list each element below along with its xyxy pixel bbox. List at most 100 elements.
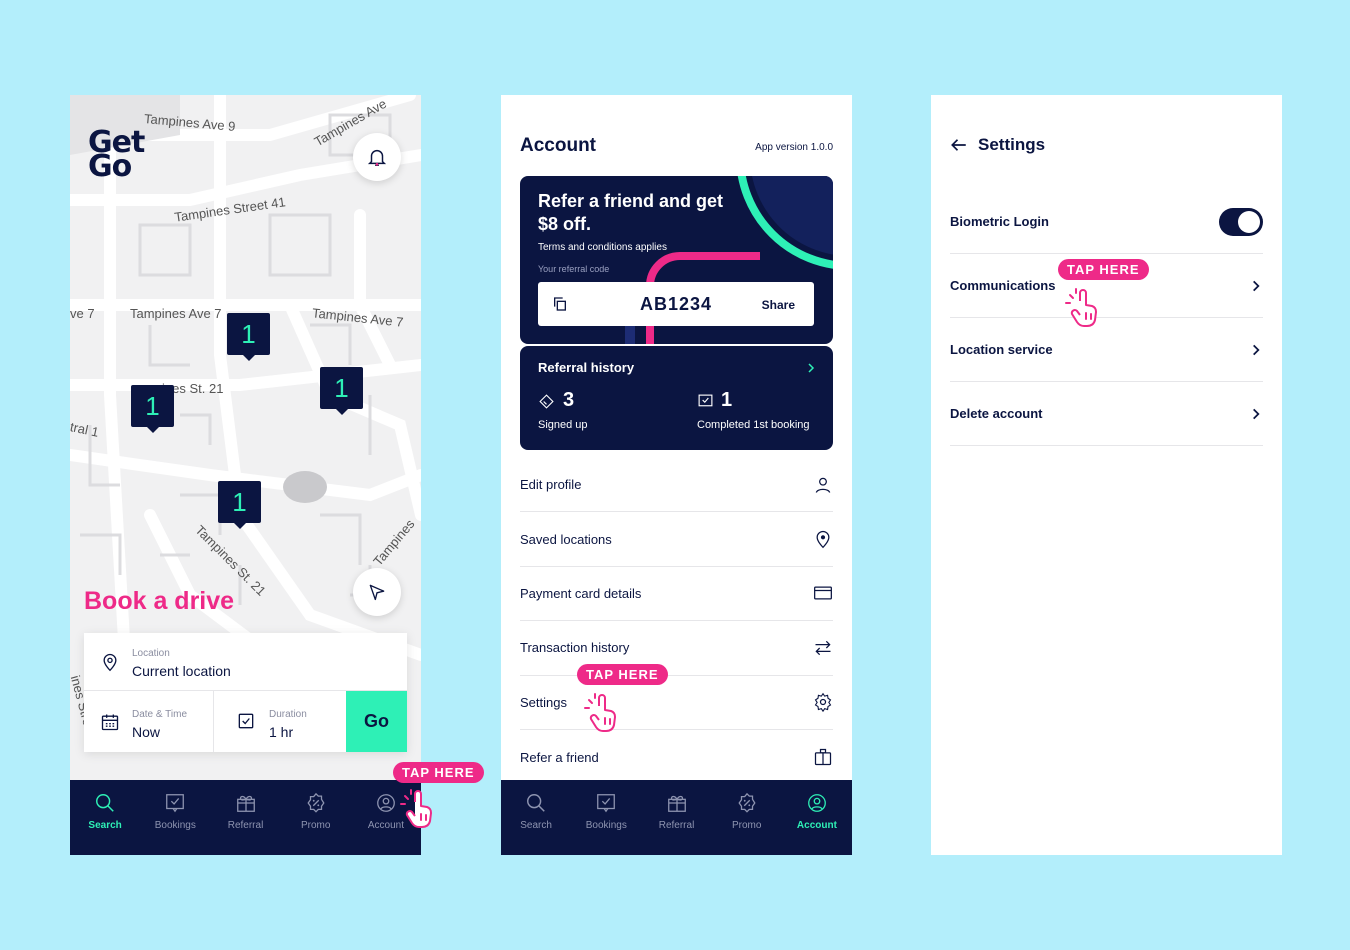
page-title: Settings [978, 135, 1046, 154]
nav-label: Referral [227, 820, 264, 831]
menu-payment-card[interactable]: Payment card details [520, 567, 833, 622]
bookings-icon [597, 794, 616, 813]
setting-biometric-login: Biometric Login [950, 190, 1263, 254]
back-arrow-icon[interactable] [950, 136, 968, 154]
location-label: Location [132, 648, 170, 659]
bottom-nav: Search Bookings Referral Promo Account [70, 780, 421, 855]
nav-search[interactable]: Search [70, 780, 140, 855]
gift-icon [236, 795, 255, 812]
setting-label: Communications [950, 278, 1056, 293]
referral-history-card[interactable]: Referral history 3 Signed up 1 Completed… [520, 346, 833, 450]
setting-communications[interactable]: Communications [950, 254, 1263, 318]
datetime-field[interactable]: Date & Time Now [84, 691, 213, 752]
timer-icon [238, 713, 254, 729]
nav-referral[interactable]: Referral [210, 780, 280, 855]
go-button[interactable]: Go [346, 691, 407, 752]
bookings-icon [166, 794, 185, 813]
setting-location-service[interactable]: Location service [950, 318, 1263, 382]
menu-settings[interactable]: Settings [520, 676, 833, 730]
search-icon [527, 794, 545, 812]
tag-icon [539, 394, 554, 409]
car-cluster-marker[interactable]: 1 [227, 313, 270, 361]
car-cluster-marker[interactable]: 1 [320, 367, 363, 415]
nav-label: Search [88, 820, 122, 831]
street-label: Tampines Ave 7 [130, 306, 222, 321]
nav-search[interactable]: Search [501, 780, 571, 855]
share-button[interactable]: Share [761, 298, 795, 312]
gift-icon [667, 795, 686, 812]
car-cluster-marker[interactable]: 1 [218, 481, 261, 529]
nav-label: Bookings [585, 820, 627, 831]
menu-label: Settings [520, 694, 567, 710]
nav-account[interactable]: Account [351, 780, 421, 855]
completed-label: Completed 1st booking [697, 419, 810, 431]
duration-label: Duration [269, 709, 307, 720]
chevron-right-icon [808, 363, 815, 373]
recenter-location-button[interactable] [353, 568, 401, 616]
nav-promo[interactable]: Promo [281, 780, 351, 855]
terms-text: Terms and conditions applies [538, 242, 667, 253]
nav-promo[interactable]: Promo [712, 780, 782, 855]
nav-bookings[interactable]: Bookings [571, 780, 641, 855]
menu-label: Edit profile [520, 477, 582, 493]
setting-label: Delete account [950, 406, 1043, 421]
menu-saved-locations[interactable]: Saved locations [520, 512, 833, 567]
nav-label: Account [367, 820, 404, 831]
menu-transaction-history[interactable]: Transaction history [520, 621, 833, 676]
bottom-nav: Search Bookings Referral Promo Account [501, 780, 852, 855]
menu-label: Payment card details [520, 585, 642, 601]
datetime-value: Now [132, 724, 161, 740]
duration-field[interactable]: Duration 1 hr [214, 691, 346, 752]
nav-referral[interactable]: Referral [641, 780, 711, 855]
page-title: Account [520, 135, 596, 156]
tap-here-badge: TAP HERE [1058, 259, 1149, 280]
tap-here-badge: TAP HERE [577, 664, 668, 685]
menu-refer-friend[interactable]: Refer a friend [520, 730, 833, 784]
booking-card: Location Current location Date & Time No… [84, 633, 407, 752]
biometric-toggle[interactable] [1219, 207, 1263, 236]
promo-icon [738, 792, 756, 813]
account-screen: Account App version 1.0.0 Refer a friend… [501, 95, 852, 855]
location-value: Current location [132, 663, 231, 679]
person-icon [815, 477, 831, 493]
divider [213, 691, 214, 752]
calendar-icon [101, 714, 119, 731]
menu-edit-profile[interactable]: Edit profile [520, 458, 833, 513]
card-icon [814, 587, 832, 600]
map-view[interactable]: Tampines Ave 9 Tampines Ave Tampines Str… [70, 95, 421, 780]
tap-hand-icon [584, 693, 616, 732]
completed-count: 1 [721, 389, 733, 411]
search-icon [96, 794, 114, 812]
menu-label: Refer a friend [520, 749, 599, 765]
app-version: App version 1.0.0 [755, 142, 833, 153]
signed-up-count: 3 [563, 389, 575, 411]
copy-icon[interactable] [552, 296, 568, 312]
nav-bookings[interactable]: Bookings [140, 780, 210, 855]
chevron-right-icon [1253, 280, 1260, 291]
car-cluster-marker[interactable]: 1 [131, 385, 174, 433]
datetime-label: Date & Time [132, 709, 188, 720]
menu-label: Saved locations [520, 531, 612, 547]
account-icon [377, 794, 395, 812]
location-field[interactable]: Location Current location [84, 633, 407, 691]
referral-title: Refer a friend and get $8 off. [538, 191, 724, 234]
gift-icon [814, 749, 832, 766]
street-label: ve 7 [70, 306, 95, 321]
history-title: Referral history [538, 360, 635, 375]
account-menu: Edit profile Saved locations Payment car… [520, 458, 833, 784]
nav-account[interactable]: Account [782, 780, 852, 855]
nav-label: Bookings [154, 820, 196, 831]
menu-label: Transaction history [520, 640, 630, 656]
setting-label: Location service [950, 342, 1053, 357]
promo-icon [307, 792, 325, 813]
referral-code: AB1234 [639, 294, 713, 314]
bell-icon [367, 149, 387, 166]
tap-hand-icon [400, 789, 432, 828]
duration-value: 1 hr [269, 724, 294, 740]
setting-label: Biometric Login [950, 214, 1049, 229]
notification-button[interactable] [353, 133, 401, 181]
account-icon [808, 794, 826, 812]
getgo-logo: Get Go [88, 125, 145, 184]
signed-up-label: Signed up [538, 419, 588, 431]
setting-delete-account[interactable]: Delete account [950, 382, 1263, 446]
